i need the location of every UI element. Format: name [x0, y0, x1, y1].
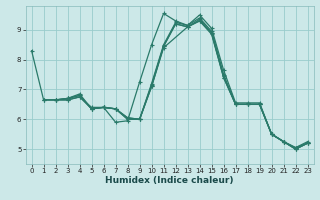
X-axis label: Humidex (Indice chaleur): Humidex (Indice chaleur): [105, 176, 234, 185]
